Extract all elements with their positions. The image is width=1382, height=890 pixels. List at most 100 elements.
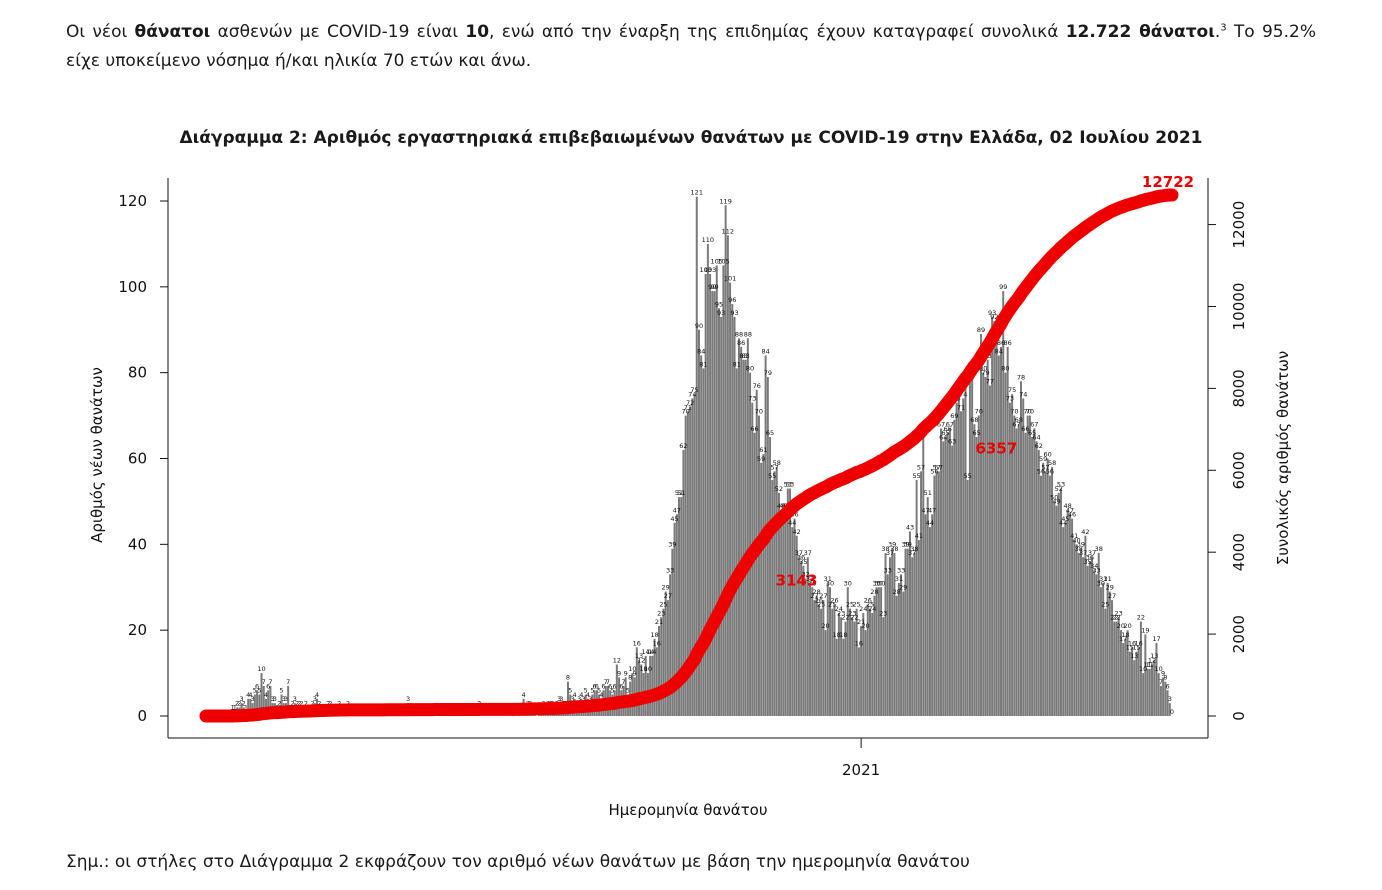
bar-value-label: 33 bbox=[884, 566, 892, 574]
bar-value-label: 1 bbox=[244, 704, 248, 712]
bar-value-label: 5 bbox=[590, 687, 594, 695]
bar-value-label: 2 bbox=[242, 699, 246, 707]
bar bbox=[831, 608, 834, 716]
bar bbox=[835, 638, 838, 716]
bar-value-label: 37 bbox=[908, 549, 916, 557]
bar bbox=[1031, 437, 1034, 716]
bar bbox=[1142, 673, 1145, 716]
bar-value-label: 99 bbox=[708, 283, 716, 291]
bar-value-label: 48 bbox=[779, 502, 787, 510]
bar bbox=[715, 265, 718, 716]
bar-value-label: 38 bbox=[881, 545, 889, 553]
bar-value-label: 103 bbox=[704, 266, 716, 274]
bar-value-label: 4 bbox=[599, 691, 603, 699]
bar-value-label: 90 bbox=[695, 322, 703, 330]
bar-value-label: 31 bbox=[1103, 575, 1111, 583]
bar bbox=[866, 604, 869, 716]
bar bbox=[775, 467, 778, 716]
bar-value-label: 39 bbox=[904, 541, 912, 549]
bar bbox=[1037, 449, 1040, 716]
bar bbox=[1093, 570, 1096, 716]
bar-value-label: 57 bbox=[1041, 463, 1049, 471]
bar-value-label: 4 bbox=[246, 691, 250, 699]
bar bbox=[249, 698, 252, 716]
bar bbox=[817, 604, 820, 716]
bar-value-label: 38 bbox=[890, 545, 898, 553]
bar-value-label: 84 bbox=[697, 348, 705, 356]
bar-value-label: 93 bbox=[730, 309, 738, 317]
bar-value-label: 26 bbox=[815, 596, 823, 604]
bar-value-label: 33 bbox=[897, 566, 905, 574]
bar bbox=[691, 398, 694, 716]
bar bbox=[877, 587, 880, 716]
bar-value-label: 30 bbox=[875, 579, 883, 587]
bar bbox=[988, 385, 991, 716]
bar-value-label: 10 bbox=[257, 665, 265, 673]
bar bbox=[840, 617, 843, 716]
bar bbox=[844, 621, 847, 716]
bar-value-label: 67 bbox=[1030, 420, 1038, 428]
bar bbox=[704, 273, 707, 716]
bar-value-label: 27 bbox=[664, 592, 672, 600]
bar bbox=[984, 376, 987, 716]
bar bbox=[733, 316, 736, 717]
bar bbox=[964, 381, 967, 716]
bar-value-label: 56 bbox=[1046, 468, 1054, 476]
bar bbox=[1044, 471, 1047, 717]
bar bbox=[1019, 381, 1022, 716]
bar-value-label: 69 bbox=[950, 412, 958, 420]
y-tick-label: 20 bbox=[128, 621, 147, 639]
bar-value-label: 58 bbox=[1048, 459, 1056, 467]
bar bbox=[684, 415, 687, 716]
bar-value-label: 18 bbox=[650, 631, 658, 639]
bar-value-label: 3 bbox=[570, 695, 574, 703]
bar-value-label: 2 bbox=[328, 699, 332, 707]
bar-value-label: 55 bbox=[964, 472, 972, 480]
bar-value-label: 103 bbox=[699, 266, 711, 274]
bar-value-label: 11 bbox=[1143, 661, 1151, 669]
bar-value-label: 66 bbox=[944, 425, 952, 433]
bar-value-label: 15 bbox=[1132, 644, 1140, 652]
bar bbox=[1017, 424, 1020, 716]
bar-value-label: 39 bbox=[668, 541, 676, 549]
bar-value-label: 24 bbox=[868, 605, 876, 613]
bar-value-label: 33 bbox=[666, 566, 674, 574]
bar-value-label: 31 bbox=[806, 575, 814, 583]
bar bbox=[862, 613, 865, 716]
bar bbox=[804, 578, 807, 716]
bar bbox=[871, 613, 874, 716]
bar-value-label: 39 bbox=[888, 541, 896, 549]
bar-value-label: 71 bbox=[684, 403, 692, 411]
bar-value-label: 8 bbox=[1163, 674, 1167, 682]
bar-value-label: 25 bbox=[853, 601, 861, 609]
bar-value-label: 37 bbox=[886, 549, 894, 557]
bar-value-label: 67 bbox=[946, 420, 954, 428]
bar bbox=[769, 437, 772, 716]
bar bbox=[826, 582, 829, 716]
bar bbox=[1122, 643, 1125, 716]
bar-value-label: 5 bbox=[626, 687, 630, 695]
bar-value-label: 41 bbox=[1070, 532, 1078, 540]
bar-value-label: 70 bbox=[1026, 408, 1034, 416]
bar bbox=[771, 479, 774, 716]
bar bbox=[953, 419, 956, 717]
bar bbox=[746, 338, 749, 716]
bar bbox=[709, 273, 712, 716]
bar-value-label: 2 bbox=[297, 699, 301, 707]
bar-value-label: 10 bbox=[639, 665, 647, 673]
bar-value-label: 65 bbox=[766, 429, 774, 437]
bar-value-label: 7 bbox=[604, 678, 608, 686]
bar bbox=[937, 471, 940, 717]
bar bbox=[948, 428, 951, 716]
bar-value-label: 93 bbox=[988, 309, 996, 317]
bar bbox=[260, 673, 263, 716]
bar bbox=[860, 625, 863, 717]
bar bbox=[262, 685, 265, 716]
bar bbox=[991, 316, 994, 717]
bar bbox=[857, 647, 860, 716]
bar-value-label: 45 bbox=[670, 515, 678, 523]
summary-bold-deaths: θάνατοι bbox=[134, 22, 211, 42]
bar bbox=[1026, 415, 1029, 716]
bar-value-label: 95 bbox=[715, 300, 723, 308]
